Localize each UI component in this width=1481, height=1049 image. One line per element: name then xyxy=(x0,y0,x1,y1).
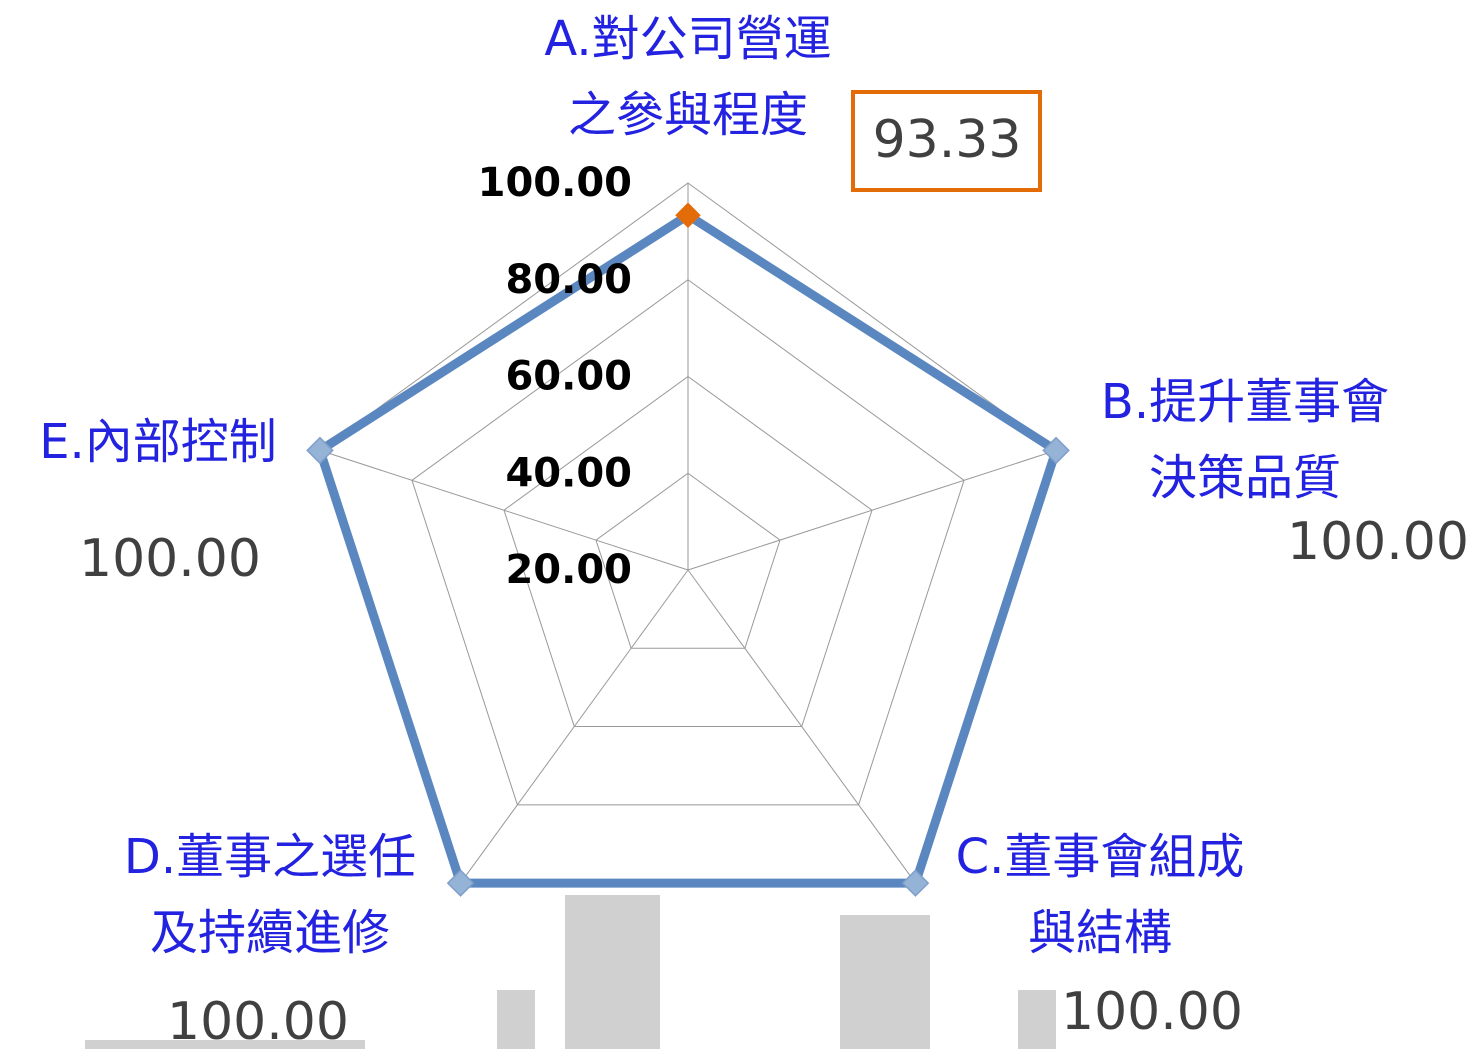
r-tick-label: 40.00 xyxy=(505,450,632,496)
category-label: B.提升董事會 xyxy=(1101,374,1389,430)
category-label: A.對公司營運 xyxy=(544,11,831,67)
value-label: 100.00 xyxy=(79,529,261,589)
category-label: D.董事之選任 xyxy=(124,829,416,885)
r-tick-label: 80.00 xyxy=(505,257,632,303)
value-label: 93.33 xyxy=(873,110,1022,170)
marker xyxy=(448,870,473,895)
value-label: 100.00 xyxy=(1061,982,1243,1042)
r-tick-label: 100.00 xyxy=(478,160,632,206)
chart: 20.00 40.00 60.00 80.00 100.00 A.對公司營運之參與程度 B.… xyxy=(0,0,1481,1049)
category-label: 決策品質 xyxy=(1149,450,1341,506)
category-label: E.內部控制 xyxy=(39,414,277,470)
value-label: 100.00 xyxy=(1287,512,1469,572)
marker xyxy=(903,870,928,895)
category-label: 之參與程度 xyxy=(568,87,808,143)
value-label: 100.00 xyxy=(167,992,349,1049)
r-tick-label: 60.00 xyxy=(505,354,632,400)
r-tick-label: 20.00 xyxy=(505,547,632,593)
category-label: 及持續進修 xyxy=(150,905,390,961)
category-label: C.董事會組成 xyxy=(956,829,1245,885)
category-label: 與結構 xyxy=(1028,905,1172,961)
